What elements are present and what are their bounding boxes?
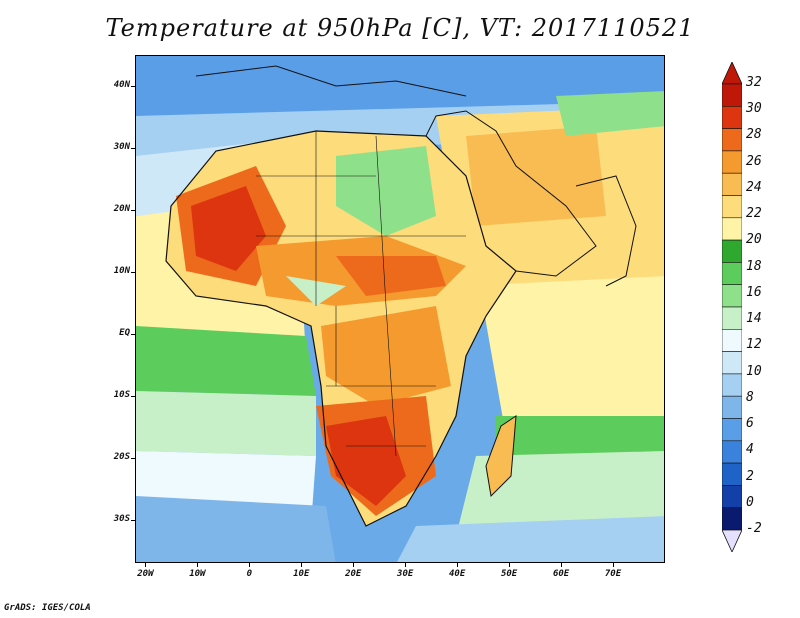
sahel-hotter xyxy=(336,256,446,296)
colorbar-swatch xyxy=(722,395,742,419)
indian-ocean-warm xyxy=(476,256,664,436)
europe-coastline xyxy=(195,65,467,97)
country-borders xyxy=(256,131,466,457)
colorbar-swatch xyxy=(722,217,742,241)
map-canvas xyxy=(136,56,664,562)
lat-tick xyxy=(131,85,135,87)
lon-label-30e: 30E xyxy=(397,569,414,579)
lon-tick xyxy=(405,563,407,567)
colorbar-swatch xyxy=(722,284,742,308)
lat-label-30n: 30N xyxy=(113,141,130,152)
colorbar-label: 6 xyxy=(746,416,754,432)
lon-label-50e: 50E xyxy=(500,569,518,579)
lon-label-20w: 20W xyxy=(137,569,154,579)
colorbar-swatch xyxy=(722,306,742,330)
colorbar-under-triangle xyxy=(722,529,742,552)
south-atlantic-band xyxy=(136,391,316,456)
colorbar xyxy=(722,62,742,552)
congo-warm xyxy=(321,306,451,406)
lon-tick xyxy=(561,563,563,567)
colorbar-swatch xyxy=(722,328,742,352)
lat-tick xyxy=(131,271,135,273)
colorbar-label: 4 xyxy=(746,442,754,458)
madagascar-outline xyxy=(485,415,517,498)
colorbar-label: 30 xyxy=(746,101,762,117)
lat-label-10s: 10S xyxy=(113,389,130,400)
colorbar-label: 10 xyxy=(746,363,762,379)
colorbar-label: 28 xyxy=(746,127,762,143)
asia-north-green xyxy=(556,91,664,136)
colorbar-label: 8 xyxy=(746,389,754,405)
lon-tick xyxy=(613,563,615,567)
africa-coastline xyxy=(165,130,517,527)
colorbar-swatch xyxy=(722,239,742,263)
map-title: Temperature at 950hPa [C], VT: 201711052… xyxy=(105,14,695,42)
lat-label-30s: 30S xyxy=(113,513,130,524)
colorbar-swatch xyxy=(722,262,742,285)
lat-tick xyxy=(131,457,135,459)
lon-label-60e: 60E xyxy=(552,569,570,579)
colorbar-swatch xyxy=(722,105,742,129)
lon-tick xyxy=(353,563,355,567)
lon-label-10w: 10W xyxy=(189,569,206,579)
kalahari-hottest xyxy=(326,416,406,506)
south-indian-ocean xyxy=(397,516,664,562)
lat-tick xyxy=(131,209,135,211)
lon-label-0: 0 xyxy=(246,569,253,579)
india-coastline xyxy=(575,175,637,287)
colorbar-label: 26 xyxy=(746,153,762,169)
colorbar-label: 24 xyxy=(746,179,762,195)
lat-tick xyxy=(131,333,135,335)
arabia-coastline xyxy=(425,110,597,277)
colorbar-swatch xyxy=(722,418,742,442)
colorbar-swatch xyxy=(722,172,742,196)
colorbar-swatch xyxy=(722,485,742,508)
lon-label-70e: 70E xyxy=(604,569,622,579)
lon-tick xyxy=(249,563,251,567)
lon-label-20e: 20E xyxy=(345,569,362,579)
southern-ocean xyxy=(136,496,336,562)
colorbar-swatch xyxy=(722,128,742,152)
colorbar-swatch xyxy=(722,373,742,397)
lat-tick xyxy=(131,147,135,149)
colorbar-label: 12 xyxy=(746,337,762,353)
lon-tick xyxy=(457,563,459,567)
lon-label-10e: 10E xyxy=(293,569,310,579)
lon-tick xyxy=(509,563,511,567)
colorbar-label: 20 xyxy=(746,232,762,248)
colorbar-label: 18 xyxy=(746,258,762,274)
colorbar-label: -2 xyxy=(746,521,762,536)
colorbar-label: 2 xyxy=(746,468,754,484)
lat-label-10n: 10N xyxy=(113,265,130,276)
colorbar-swatch xyxy=(722,83,742,107)
lon-tick xyxy=(197,563,199,567)
lon-label-40e: 40E xyxy=(449,569,466,579)
colorbar-swatch xyxy=(722,507,742,531)
colorbar-swatch xyxy=(722,351,742,375)
mali-hottest xyxy=(191,186,266,271)
colorbar-swatch xyxy=(722,440,742,464)
colorbar-label: 32 xyxy=(746,75,762,90)
egypt-cool-zone xyxy=(336,146,436,236)
lat-label-40n: 40N xyxy=(113,79,130,90)
colorbar-over-triangle xyxy=(722,62,742,85)
colorbar-label: 22 xyxy=(746,206,762,222)
colorbar-label: 16 xyxy=(746,284,762,300)
colorbar-label: 14 xyxy=(746,311,762,327)
lat-label-eq: EQ xyxy=(119,327,130,338)
grads-credit: GrADS: IGES/COLA xyxy=(4,603,91,613)
lon-tick xyxy=(301,563,303,567)
colorbar-label: 0 xyxy=(746,494,754,510)
equatorial-green-band xyxy=(136,326,316,396)
lon-tick xyxy=(145,563,147,567)
colorbar-swatch xyxy=(722,195,742,219)
colorbar-swatch xyxy=(722,150,742,174)
lat-label-20s: 20S xyxy=(113,451,130,462)
lat-label-20n: 20N xyxy=(113,203,130,214)
temperature-map xyxy=(135,55,665,563)
colorbar-swatch xyxy=(722,462,742,486)
arabia-hot xyxy=(466,126,606,226)
lat-tick xyxy=(131,395,135,397)
lat-tick xyxy=(131,519,135,521)
